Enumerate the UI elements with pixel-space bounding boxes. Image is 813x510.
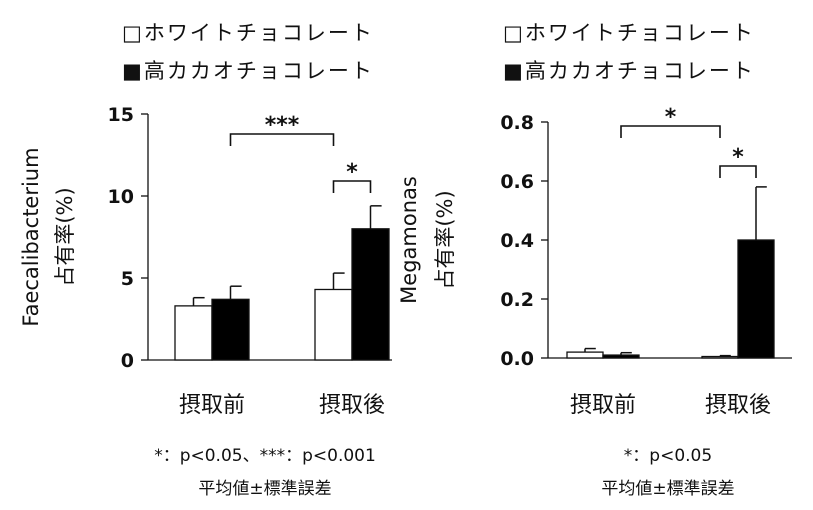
y-axis-label: Faecalibacterium xyxy=(19,147,43,326)
significance-bracket xyxy=(229,133,335,146)
footnote: 平均値±標準誤差 xyxy=(198,479,331,499)
chart-panel-2: □ホワイトチョコレート ■高カカオチョコレート 0.0 0.2 0.4 0.6 0.8 Meg… xyxy=(397,21,792,499)
legend-entry: □ホワイトチョコレート xyxy=(503,21,755,45)
bar xyxy=(314,288,353,361)
y-axis-label: 占有率(%) xyxy=(53,187,77,286)
y-tick-label: 0.0 xyxy=(500,348,534,370)
y-axis-label: Megamonas xyxy=(397,176,421,304)
chart-panel-1: □ホワイトチョコレート ■高カカオチョコレート 0 5 10 15 Faecalibacte… xyxy=(19,21,392,499)
y-axis-label: 占有率(%) xyxy=(433,190,457,289)
y-tick-label: 10 xyxy=(108,186,134,208)
x-category-label: 摂取後 xyxy=(705,393,771,418)
significance-label: * xyxy=(732,145,744,170)
bar xyxy=(701,355,739,359)
bar xyxy=(211,298,250,361)
legend-entry: ■高カカオチョコレート xyxy=(503,59,755,83)
significance-label: * xyxy=(346,160,358,185)
bar xyxy=(737,239,775,359)
footnote: *：p<0.05 xyxy=(624,446,712,466)
x-category-label: 摂取前 xyxy=(179,393,245,418)
y-tick-label: 0.6 xyxy=(500,171,534,193)
significance-label: * xyxy=(665,105,677,130)
y-tick-label: 0.2 xyxy=(500,289,534,311)
y-tick-label: 0.8 xyxy=(500,112,534,134)
significance-bracket xyxy=(332,180,372,193)
y-tick-label: 5 xyxy=(121,268,134,290)
legend-entry: □ホワイトチョコレート xyxy=(122,21,374,45)
y-tick-label: 0 xyxy=(121,350,134,372)
legend-entry: ■高カカオチョコレート xyxy=(122,59,374,83)
footnote: 平均値±標準誤差 xyxy=(601,479,734,499)
significance-label: *** xyxy=(265,113,300,138)
significance-bracket xyxy=(620,125,721,138)
y-tick-label: 0.4 xyxy=(500,230,534,252)
x-category-label: 摂取前 xyxy=(570,393,636,418)
bar xyxy=(174,305,213,361)
x-category-label: 摂取後 xyxy=(319,393,385,418)
bar xyxy=(566,351,604,359)
bar xyxy=(351,228,390,361)
bar xyxy=(602,354,640,359)
significance-bracket xyxy=(719,165,757,178)
footnote: *：p<0.05、***：p<0.001 xyxy=(154,446,376,466)
y-tick-label: 15 xyxy=(108,104,134,126)
